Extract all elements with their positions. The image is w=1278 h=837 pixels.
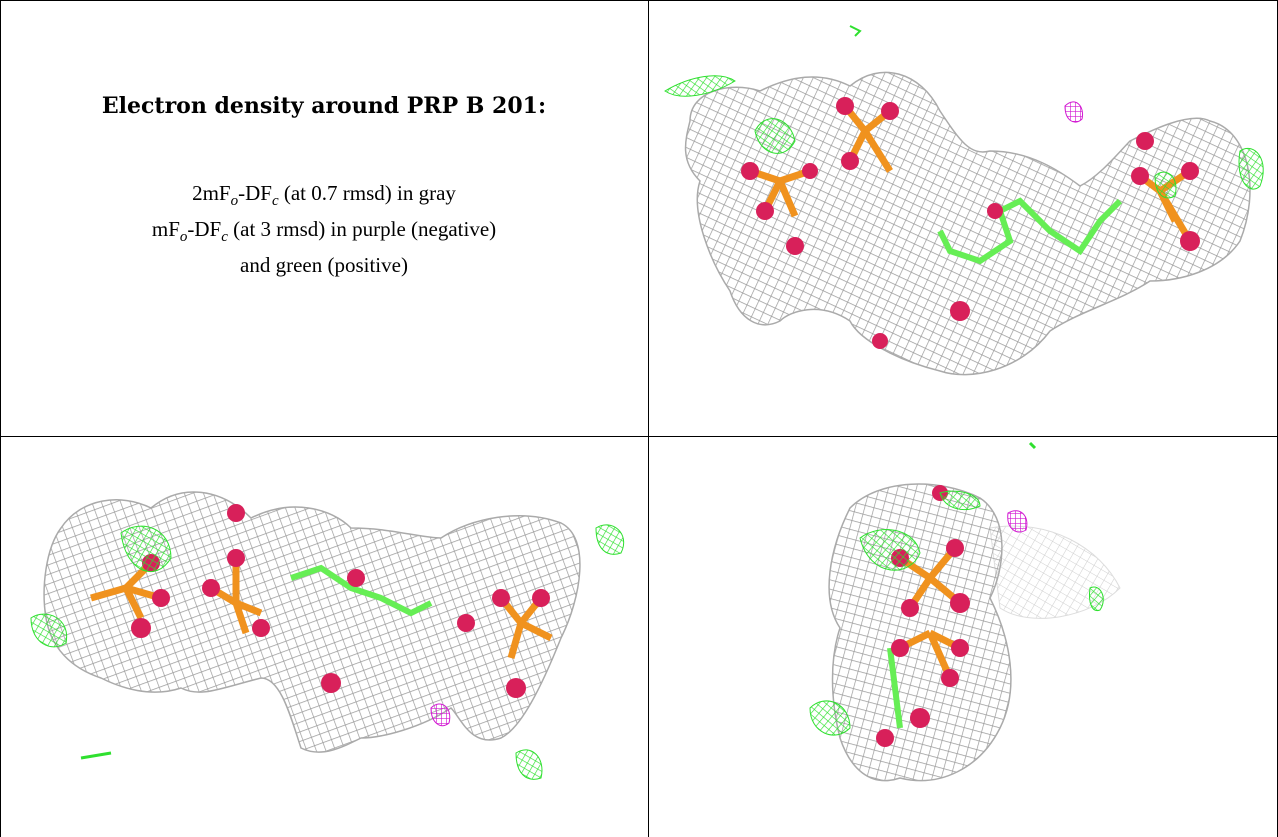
density-view-top-right <box>650 1 1277 435</box>
density-image-top-right <box>664 25 1264 376</box>
carbon-bonds <box>290 564 433 617</box>
density-image-bottom-left <box>30 491 625 780</box>
caption-block: Electron density around PRP B 201: 2mFo-… <box>1 93 647 279</box>
density-mesh-purple <box>1064 101 1084 123</box>
density-mesh-green <box>120 525 172 573</box>
phosphate-middle <box>202 504 341 693</box>
caption-title: Electron density around PRP B 201: <box>101 93 547 119</box>
density-mesh-green <box>664 75 736 97</box>
density-view-bottom-right <box>650 438 1277 836</box>
density-mesh-purple <box>430 703 451 727</box>
caption-line-2: mFo-DFc (at 3 rmsd) in purple (negative) <box>151 217 497 246</box>
phosphate-middle <box>836 97 899 173</box>
carbon-bonds <box>887 647 903 729</box>
carbon-bonds <box>937 197 1123 265</box>
density-mesh-gray <box>828 483 1012 782</box>
density-mesh-green <box>859 529 921 571</box>
density-mesh-gray <box>684 71 1251 376</box>
grid-center-divider <box>648 0 649 837</box>
phosphate-left <box>741 162 818 255</box>
phosphate-right <box>347 569 553 698</box>
grid-middle-divider <box>0 436 1278 437</box>
caption-cell: Electron density around PRP B 201: 2mFo-… <box>1 1 647 435</box>
density-mesh-purple <box>1007 510 1028 533</box>
density-image-bottom-right <box>809 441 1121 782</box>
density-mesh-gray <box>43 491 581 753</box>
grid-left-border <box>0 0 1 837</box>
density-view-bottom-left <box>1 438 647 836</box>
caption-line-3: and green (positive) <box>240 253 408 278</box>
grid-top-border <box>0 0 1278 1</box>
caption-line-1: 2mFo-DFc (at 0.7 rmsd) in gray <box>192 181 456 210</box>
